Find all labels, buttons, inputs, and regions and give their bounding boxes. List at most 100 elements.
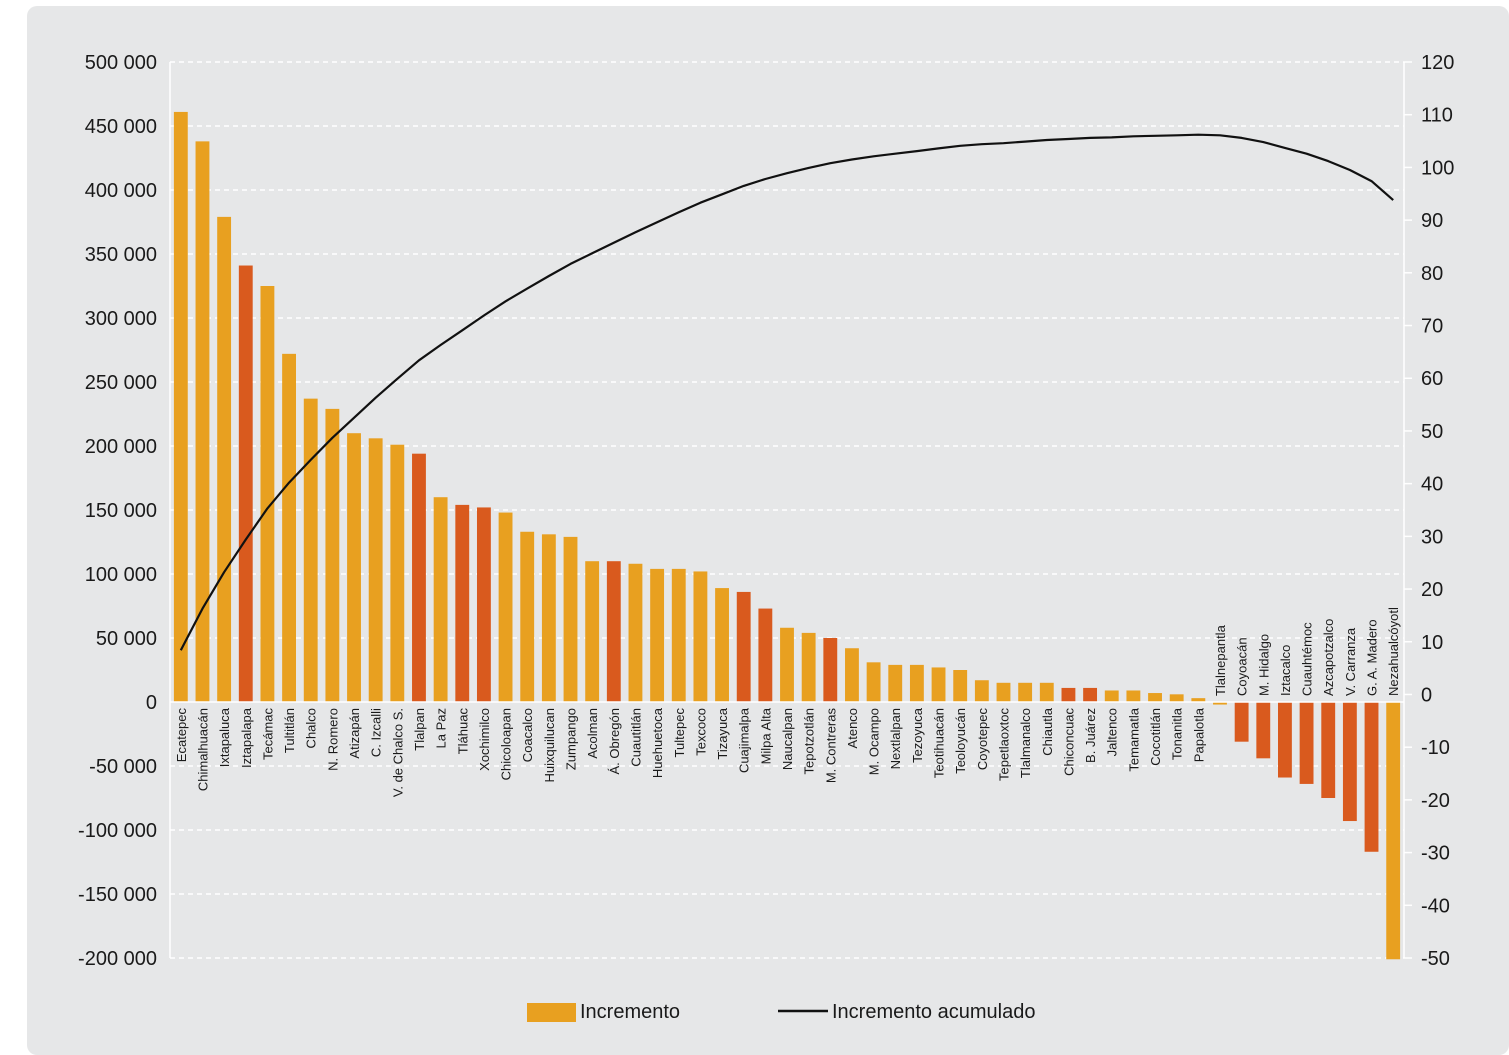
left-tick-label: 300 000	[85, 308, 157, 330]
category-label: Chicoloapan	[499, 708, 514, 780]
bar-56	[1386, 702, 1401, 960]
category-label: Ecatepec	[174, 707, 189, 762]
right-tick-label: 40	[1421, 474, 1443, 496]
right-tick-label: -10	[1421, 737, 1450, 759]
right-tick-label: 50	[1421, 421, 1443, 443]
right-tick-label: 10	[1421, 632, 1443, 654]
bar-37	[974, 680, 989, 702]
left-tick-label: -150 000	[78, 884, 157, 906]
category-labels: Ecatepec Chimalhuacán Ixtapaluca Iztapalapa…	[174, 607, 1401, 797]
category-label: Tizayuca	[715, 707, 730, 759]
bar-55	[1364, 702, 1379, 852]
bar-6	[303, 398, 318, 702]
bar-33	[888, 664, 903, 702]
bar-47	[1191, 698, 1206, 702]
category-label: Teotihuacán	[932, 708, 947, 778]
left-tick-label: 200 000	[85, 436, 157, 458]
bar-36	[953, 670, 968, 702]
bar-50	[1256, 702, 1271, 759]
bar-18	[563, 536, 578, 702]
category-label: Tláhuac	[455, 708, 470, 755]
left-tick-label: 100 000	[85, 564, 157, 586]
category-label: N. Romero	[325, 708, 340, 771]
bar-31	[845, 648, 859, 702]
bar-32	[866, 662, 881, 702]
category-label: Á. Obregón	[607, 708, 622, 775]
category-label: Tonanitla	[1170, 707, 1185, 760]
right-axis-ticks: 1201101009080706050403020100-10-20-30-40…	[1404, 52, 1454, 970]
category-label: Jaltenco	[1105, 708, 1120, 756]
category-label: Atizapán	[347, 708, 362, 759]
left-tick-label: 400 000	[85, 180, 157, 202]
bar-35	[931, 667, 946, 702]
category-label: Tecámac	[260, 707, 275, 760]
bar-15	[498, 512, 513, 702]
right-tick-label: -30	[1421, 843, 1450, 865]
category-label: Cuautitlán	[629, 708, 644, 767]
category-label: Tultepec	[672, 708, 687, 758]
left-tick-label: 350 000	[85, 244, 157, 266]
category-label: Coyotepec	[975, 707, 990, 770]
category-label: Teoloyucán	[953, 708, 968, 774]
bar-13	[455, 504, 470, 702]
category-label: Tlalnepantla	[1213, 624, 1228, 696]
bar-3	[238, 265, 253, 702]
category-label: Chimalhuacán	[196, 708, 211, 791]
category-label: Tepetlaoxtoc	[997, 708, 1012, 781]
legend-swatch-bar	[527, 1003, 576, 1022]
left-tick-label: 150 000	[85, 500, 157, 522]
bar-54	[1342, 702, 1357, 822]
bar-16	[520, 531, 535, 702]
category-label: Coacalco	[520, 708, 535, 762]
bar-30	[823, 638, 838, 702]
bar-11	[412, 453, 426, 702]
category-label: Acolman	[585, 708, 600, 759]
right-tick-label: -40	[1421, 895, 1450, 917]
bar-2	[217, 216, 232, 702]
right-tick-label: 0	[1421, 684, 1432, 706]
category-label: Iztapalapa	[239, 707, 254, 768]
category-label: Tlalmanalco	[1018, 708, 1033, 778]
left-tick-label: -100 000	[78, 820, 157, 842]
bar-8	[347, 433, 361, 702]
category-label: Cuajimalpa	[737, 707, 752, 773]
bar-45	[1148, 693, 1162, 702]
right-tick-label: -50	[1421, 948, 1450, 970]
line-series-incremento-acumulado	[179, 133, 1394, 651]
category-label: Tlalpan	[412, 708, 427, 751]
legend-label-incremento: Incremento	[580, 1001, 680, 1023]
left-tick-label: 0	[146, 692, 157, 714]
category-label: Tultitlán	[282, 708, 297, 753]
category-label: Huehuetoca	[650, 707, 665, 778]
category-label: Papalotla	[1191, 707, 1206, 762]
category-label: Texcoco	[693, 708, 708, 756]
right-tick-label: 110	[1421, 105, 1453, 127]
bar-39	[1018, 682, 1033, 702]
bar-46	[1169, 694, 1184, 702]
axes	[169, 62, 1405, 958]
category-label: B. Juárez	[1083, 708, 1098, 763]
bar-24	[693, 571, 708, 702]
bar-49	[1234, 702, 1249, 742]
category-label: Chalco	[304, 708, 319, 748]
bar-43	[1104, 690, 1119, 702]
bar-52	[1299, 702, 1314, 784]
category-label: Nextlalpan	[888, 708, 903, 769]
bar-53	[1321, 702, 1336, 798]
bar-41	[1061, 687, 1076, 702]
category-label: Ixtapaluca	[217, 707, 232, 767]
category-label: Chiautla	[1040, 707, 1055, 755]
category-label: La Paz	[434, 708, 449, 748]
category-label: Cuauhtémoc	[1300, 622, 1315, 696]
category-label: V. de Chalco S.	[390, 708, 405, 797]
bar-4	[260, 286, 275, 702]
bar-7	[325, 408, 340, 702]
category-label: Iztacalco	[1278, 645, 1293, 696]
right-tick-label: 60	[1421, 368, 1443, 390]
right-tick-label: 20	[1421, 579, 1443, 601]
bar-14	[476, 507, 491, 702]
category-label: Temamatla	[1126, 707, 1141, 771]
left-tick-label: 500 000	[85, 52, 157, 74]
bar-12	[433, 497, 448, 702]
